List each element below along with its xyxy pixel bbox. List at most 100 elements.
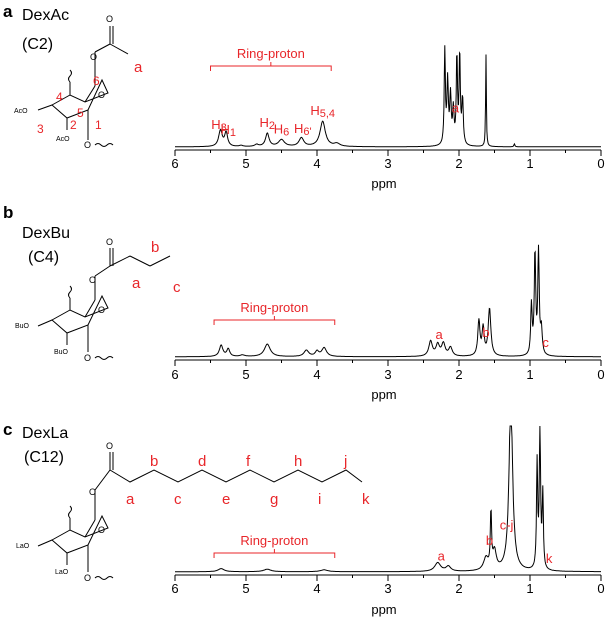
ring-proton-label: Ring-proton	[237, 46, 305, 61]
panel-c-struct-label-f: f	[246, 453, 251, 470]
x-tick-label: 2	[455, 581, 462, 596]
x-tick-label: 4	[313, 581, 320, 596]
panel-c-struct-label-e: e	[222, 491, 230, 508]
peak-label: a	[438, 548, 446, 563]
panel-c-bond	[37, 539, 53, 547]
panel-a-glyco-o: O	[84, 140, 91, 150]
panel-c-carbonyl-o: O	[106, 441, 113, 451]
panel-b-compound: DexBu	[22, 225, 70, 242]
x-tick-label: 6	[171, 581, 178, 596]
panel-c-squiggle	[94, 576, 114, 580]
panel-a-bond	[84, 85, 96, 103]
panel-a-bond	[94, 43, 111, 53]
peak-label-subscript: 6'	[303, 126, 311, 138]
panel-c: c DexLa (C12) O O O O LaO LaO b d f h j …	[3, 420, 370, 583]
panel-c-lao-2: LaO	[55, 569, 69, 576]
peak-label: c	[542, 335, 549, 350]
peak-label-subscript: 5,4	[320, 108, 335, 120]
peak-label-subscript: 6	[283, 126, 289, 138]
panel-c-struct-label-d: d	[198, 453, 206, 470]
panel-c-bond	[84, 519, 96, 538]
panel-b-letter: b	[3, 203, 13, 222]
panel-c-struct-label-j: j	[343, 453, 347, 470]
x-tick-label: 0	[597, 367, 604, 382]
panel-a-compound: DexAc	[22, 7, 69, 24]
panel-b-carbonyl-o: O	[106, 237, 113, 247]
spectrum-line	[175, 45, 601, 148]
x-tick-label: 3	[384, 367, 391, 382]
panel-a-chain: (C2)	[22, 36, 53, 53]
panel-a-struct-label-3: 3	[37, 122, 44, 136]
panel-c-struct-label-i: i	[318, 491, 321, 508]
peak-label-subscript: 2	[269, 120, 275, 132]
panel-b-buo-2: BuO	[54, 349, 69, 356]
panel-c-structure	[37, 452, 363, 580]
panel-c-struct-label-k: k	[362, 491, 370, 508]
panel-c-struct-label-g: g	[270, 491, 278, 508]
peak-label: H6	[274, 121, 290, 138]
peak-label: H3	[211, 117, 227, 134]
ring-proton-bracket	[210, 62, 332, 71]
panel-a-squiggle	[94, 143, 114, 147]
panel-b-bond	[149, 255, 171, 267]
x-tick-label: 0	[597, 156, 604, 171]
panel-c-struct-label-c: c	[174, 491, 182, 508]
x-tick-label: 1	[526, 367, 533, 382]
panel-a-struct-label-5: 5	[77, 106, 84, 120]
x-tick-label: 2	[455, 367, 462, 382]
panel-b-squiggle	[94, 356, 114, 360]
panel-a-struct-label-6: 6	[93, 74, 100, 88]
panel-c-chain-bonds	[109, 469, 363, 483]
spectrum-line	[175, 244, 601, 358]
x-tick-label: 4	[313, 156, 320, 171]
ring-proton-bracket	[213, 549, 336, 558]
x-tick-label: 2	[455, 156, 462, 171]
ring-proton-label: Ring-proton	[240, 300, 308, 315]
panel-c-compound: DexLa	[22, 425, 68, 442]
panel-b-bond	[94, 265, 111, 277]
x-tick-label: 3	[384, 156, 391, 171]
x-axis-label: ppm	[371, 176, 396, 191]
panel-b-structure	[37, 248, 171, 360]
spectrum-panel-b: 6 5 4 3 2 1 0 ppm Ring-proton a b c	[171, 244, 605, 402]
panel-a-struct-label-2: 2	[70, 118, 77, 132]
panel-a-bond	[109, 43, 129, 55]
panel-a-structure	[37, 26, 129, 147]
panel-c-struct-label-a: a	[126, 491, 135, 508]
x-tick-label: 6	[171, 367, 178, 382]
panel-c-struct-label-b: b	[150, 453, 158, 470]
panel-a-letter: a	[3, 2, 13, 21]
ring-proton-label: Ring-proton	[240, 533, 308, 548]
peak-label: H2	[260, 115, 276, 132]
x-tick-label: 1	[526, 581, 533, 596]
panel-c-ring-o: O	[98, 525, 105, 535]
panel-b-ring	[51, 294, 109, 334]
panel-a-ester-o: O	[90, 52, 97, 62]
x-tick-label: 5	[242, 581, 249, 596]
panel-a: a DexAc (C2) O O O O AcO AcO a 6 5 4 3	[3, 2, 143, 150]
spectrum-line	[175, 425, 601, 573]
x-tick-label: 4	[313, 367, 320, 382]
panel-b-struct-label-a: a	[132, 275, 141, 292]
panel-b-buo-3: BuO	[15, 323, 30, 330]
panel-a-aco-3: AcO	[14, 108, 28, 115]
panel-c-struct-label-h: h	[294, 453, 302, 470]
peak-label: H5,4	[310, 103, 335, 120]
panel-b-bond	[109, 255, 131, 267]
x-tick-label: 5	[242, 156, 249, 171]
peak-label-subscript: 3	[221, 122, 227, 134]
panel-b: b DexBu (C4) O O O O BuO BuO b a c	[3, 203, 181, 363]
peak-label: b	[482, 325, 489, 340]
peak-label: H1	[220, 122, 236, 139]
peak-label: k	[546, 551, 553, 566]
panel-b-ring-o: O	[98, 305, 105, 315]
panel-c-squiggle	[68, 505, 72, 519]
panel-b-glyco-o: O	[84, 353, 91, 363]
panel-c-glyco-o: O	[84, 573, 91, 583]
peak-label: c-j	[500, 518, 514, 533]
peak-label: a	[436, 327, 444, 342]
panel-b-struct-label-c: c	[173, 279, 181, 296]
panel-a-aco-2: AcO	[56, 136, 70, 143]
